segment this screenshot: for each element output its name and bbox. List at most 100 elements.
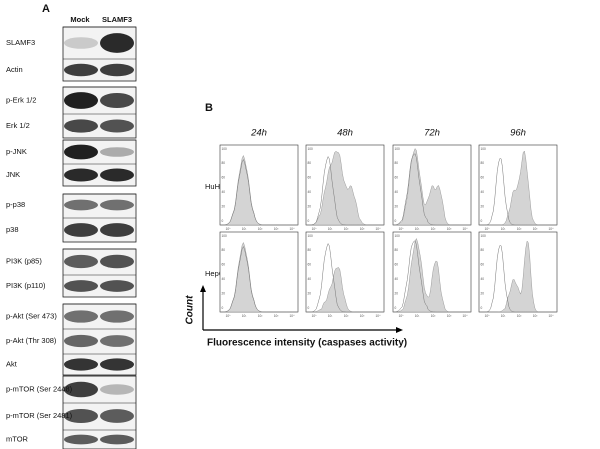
y-tick-label: 80 [481,161,485,165]
y-tick-label: 100 [308,147,314,151]
x-tick-label: 10¹ [328,314,333,318]
x-tick-label: 10³ [274,314,279,318]
y-tick-label: 100 [222,234,228,238]
control-histogram [306,155,384,226]
blot-band [64,63,98,77]
x-tick-label: 10² [431,227,436,231]
x-tick-label: 10⁴ [463,314,469,318]
y-tick-label: 20 [308,204,312,208]
y-tick-label: 40 [481,190,485,194]
cell-line-label: HepG2 [205,269,229,278]
lane-label: Mock [70,15,90,24]
row-label: Erk 1/2 [6,121,30,130]
blot-band [100,92,134,109]
y-tick-label: 60 [222,176,226,180]
control-histogram [220,158,298,226]
panel-label: B [205,102,213,114]
arrow-head [396,327,403,333]
blot-band [64,37,98,49]
y-tick-label: 100 [481,147,487,151]
y-tick-label: 80 [308,161,312,165]
y-tick-label: 40 [395,277,399,281]
y-tick-label: 0 [308,306,310,310]
blot-band [64,310,98,323]
y-tick-label: 100 [308,234,314,238]
control-histogram [392,240,471,313]
blot-band [64,92,98,109]
blot-band [100,409,134,423]
blot-band [64,199,98,211]
y-tick-label: 60 [395,176,399,180]
y-tick-label: 0 [222,306,224,310]
y-tick-label: 20 [481,204,485,208]
blot-band [100,147,134,157]
x-tick-label: 10⁰ [485,314,491,318]
y-axis-label: Count [185,295,196,325]
control-histogram [479,158,557,226]
row-label: JNK [6,170,20,179]
x-tick-label: 10⁴ [290,314,296,318]
blot-band [64,408,98,424]
row-label: Akt [6,359,18,368]
y-tick-label: 20 [395,204,399,208]
y-tick-label: 60 [308,176,312,180]
y-tick-label: 20 [222,291,226,295]
y-tick-label: 100 [222,147,228,151]
y-tick-label: 100 [395,147,401,151]
y-tick-label: 40 [222,277,226,281]
arrow-head [200,285,206,292]
y-tick-label: 60 [481,263,485,267]
x-tick-label: 10¹ [242,227,247,231]
x-tick-label: 10³ [447,314,452,318]
histogram-frame [219,144,299,226]
x-axis-label: Fluorescence intensity (caspases activit… [207,338,407,349]
row-label: SLAMF3 [6,38,35,47]
row-label: p-Erk 1/2 [6,95,36,104]
y-tick-label: 80 [222,161,226,165]
y-tick-label: 80 [395,161,399,165]
blot-band [100,199,134,211]
x-tick-label: 10⁰ [399,227,405,231]
x-tick-label: 10² [258,227,263,231]
blot-band [100,63,134,77]
y-tick-label: 0 [308,219,310,223]
blot-band [64,434,98,445]
blot-band [100,119,134,133]
y-tick-label: 0 [395,219,397,223]
row-label: p-Akt (Ser 473) [6,311,57,320]
x-tick-label: 10¹ [501,314,506,318]
x-tick-label: 10² [344,227,349,231]
row-label: mTOR [6,434,29,443]
x-tick-label: 10⁰ [226,314,232,318]
y-tick-label: 40 [481,277,485,281]
row-label: p-Akt (Thr 308) [6,336,57,345]
x-tick-label: 10³ [360,314,365,318]
blot-band [64,223,98,237]
blot-band [100,223,134,237]
timepoint-label: 48h [337,128,353,139]
x-tick-label: 10⁴ [376,227,382,231]
x-tick-label: 10⁴ [376,314,382,318]
timepoint-label: 72h [424,128,440,139]
y-tick-label: 0 [222,219,224,223]
blot-band [100,434,134,445]
x-tick-label: 10³ [533,227,538,231]
x-tick-label: 10¹ [328,227,333,231]
y-tick-label: 40 [222,190,226,194]
x-tick-label: 10³ [274,227,279,231]
row-label: p38 [6,225,19,234]
x-tick-label: 10² [344,314,349,318]
y-tick-label: 20 [395,291,399,295]
blot-band [100,335,134,347]
row-label: p-mTOR (Ser 2448) [6,384,73,393]
y-tick-label: 20 [222,204,226,208]
x-tick-label: 10⁰ [399,314,405,318]
timepoint-label: 24h [250,128,267,139]
x-tick-label: 10³ [360,227,365,231]
control-histogram [479,245,557,313]
row-label: PI3K (p85) [6,256,42,265]
y-tick-label: 20 [308,291,312,295]
x-tick-label: 10⁰ [226,227,232,231]
y-tick-label: 80 [481,248,485,252]
